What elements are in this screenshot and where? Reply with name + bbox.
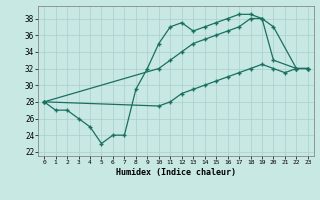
X-axis label: Humidex (Indice chaleur): Humidex (Indice chaleur) (116, 168, 236, 177)
